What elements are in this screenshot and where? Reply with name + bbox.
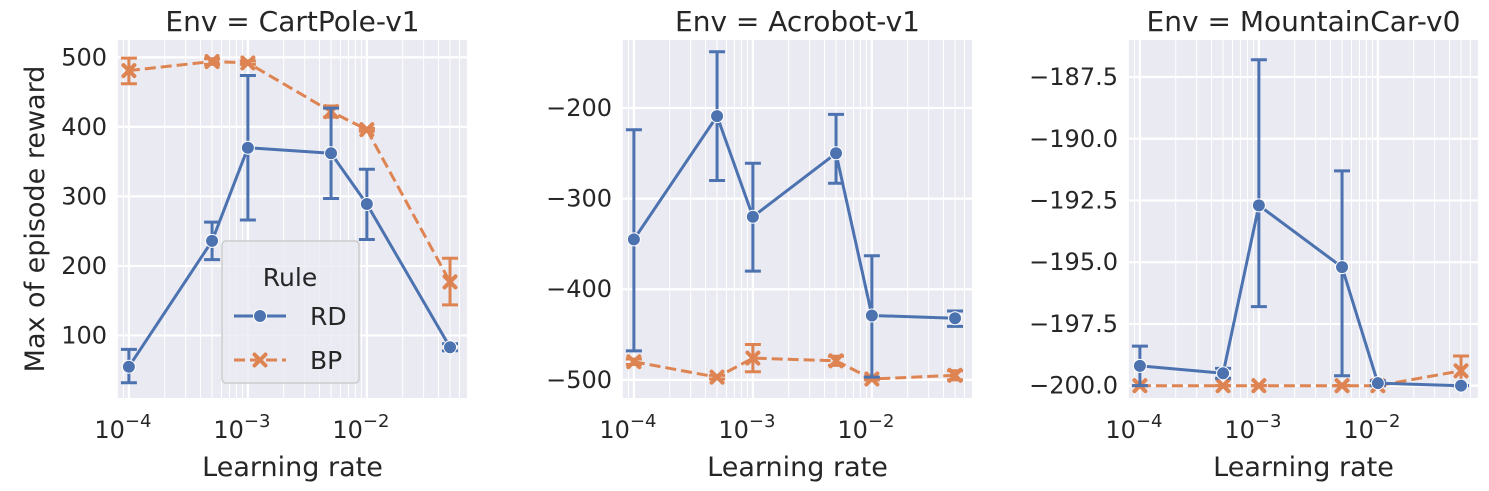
series-line bbox=[128, 60, 452, 283]
x-tick-label: 10−2 bbox=[1343, 411, 1400, 444]
legend-box bbox=[221, 240, 360, 384]
y-tick-label: −200.0 bbox=[1029, 372, 1118, 400]
x-tick-label: 10−3 bbox=[1224, 411, 1281, 444]
y-tick-label: −400 bbox=[546, 275, 612, 303]
legend-title: Rule bbox=[263, 263, 317, 292]
data-point bbox=[1370, 376, 1385, 391]
legend-label-rd: RD bbox=[310, 302, 347, 331]
data-point bbox=[121, 359, 136, 374]
panel-acrobot: −500 −400 −300 −200 10−4 10−3 10−2 Env = Acrobo… bbox=[546, 5, 973, 483]
x-tick-label: 10−4 bbox=[1105, 411, 1162, 444]
series-bp bbox=[625, 343, 964, 387]
data-point bbox=[1251, 378, 1267, 394]
data-point bbox=[359, 122, 375, 138]
y-tick-label: −200 bbox=[546, 94, 612, 122]
data-point bbox=[324, 146, 339, 161]
data-point bbox=[443, 340, 458, 355]
data-point bbox=[240, 140, 255, 155]
data-point bbox=[205, 233, 220, 248]
y-tick-label: 400 bbox=[61, 113, 107, 141]
x-tick-label: 10−3 bbox=[213, 411, 270, 444]
plot-area bbox=[622, 40, 973, 398]
y-tick-label: 100 bbox=[61, 321, 107, 349]
series-line bbox=[127, 146, 452, 368]
legend-marker bbox=[253, 309, 267, 323]
y-axis-label: Max of episode reward bbox=[20, 66, 51, 373]
x-tick-label: 10−4 bbox=[94, 411, 151, 444]
x-tick-label: 10−2 bbox=[837, 411, 894, 444]
data-point bbox=[359, 197, 374, 212]
data-point bbox=[829, 146, 844, 161]
y-tick-label: −197.5 bbox=[1029, 310, 1118, 338]
data-point bbox=[1216, 366, 1231, 381]
legend: Rule RD BP bbox=[221, 240, 360, 384]
data-point bbox=[1334, 378, 1350, 394]
data-point bbox=[828, 353, 844, 369]
data-point bbox=[1454, 378, 1469, 393]
panel-title: Env = Acrobot-v1 bbox=[675, 5, 920, 38]
y-tick-label: −195.0 bbox=[1029, 248, 1118, 276]
panel-mountaincar: −200.0 −197.5 −195.0 −192.5 −190.0 −187.5 10−4… bbox=[1029, 5, 1479, 483]
y-tick-label: 500 bbox=[61, 43, 107, 71]
series-line bbox=[633, 356, 956, 381]
y-tick-label: 300 bbox=[61, 182, 107, 210]
x-tick-label: 10−3 bbox=[718, 411, 775, 444]
panel-title: Env = MountainCar-v0 bbox=[1147, 5, 1461, 38]
series-line bbox=[1139, 369, 1462, 388]
series-rd bbox=[625, 50, 964, 379]
y-tick-label: −300 bbox=[546, 185, 612, 213]
data-point bbox=[947, 367, 963, 383]
panel-title: Env = CartPole-v1 bbox=[165, 5, 419, 38]
legend-marker bbox=[252, 352, 268, 368]
data-point bbox=[948, 311, 963, 326]
series-rd bbox=[120, 73, 459, 385]
data-point bbox=[710, 109, 725, 124]
data-point bbox=[1453, 363, 1469, 379]
data-point bbox=[626, 232, 641, 247]
y-tick-label: −187.5 bbox=[1029, 63, 1118, 91]
data-point bbox=[1335, 260, 1350, 275]
data-point bbox=[864, 371, 880, 387]
x-axis-label: Learning rate bbox=[202, 452, 383, 483]
series-rd bbox=[1131, 58, 1470, 393]
plot-area bbox=[1128, 40, 1479, 398]
data-point bbox=[864, 308, 879, 323]
panel-cartpole: 100 200 300 400 500 10−4 10−3 10−2 Env = CartPol… bbox=[20, 5, 468, 483]
x-axis-label: Learning rate bbox=[707, 452, 888, 483]
x-tick-label: 10−4 bbox=[599, 411, 656, 444]
series-line bbox=[632, 114, 956, 320]
y-tick-label: 200 bbox=[61, 252, 107, 280]
y-tick-label: −190.0 bbox=[1029, 125, 1118, 153]
data-point bbox=[1132, 358, 1147, 373]
data-point bbox=[1215, 378, 1231, 394]
data-point bbox=[626, 354, 642, 370]
data-point bbox=[709, 369, 725, 385]
data-point bbox=[204, 54, 220, 70]
y-tick-label: −192.5 bbox=[1029, 186, 1118, 214]
x-tick-label: 10−2 bbox=[332, 411, 389, 444]
data-point bbox=[745, 350, 761, 366]
series-line bbox=[1139, 203, 1462, 388]
data-point bbox=[442, 274, 458, 290]
data-point bbox=[240, 55, 256, 71]
data-point bbox=[1251, 198, 1266, 213]
data-point bbox=[745, 209, 760, 224]
y-tick-label: −500 bbox=[546, 366, 612, 394]
legend-label-bp: BP bbox=[310, 346, 342, 375]
x-axis-label: Learning rate bbox=[1213, 452, 1394, 483]
data-point bbox=[121, 63, 137, 79]
